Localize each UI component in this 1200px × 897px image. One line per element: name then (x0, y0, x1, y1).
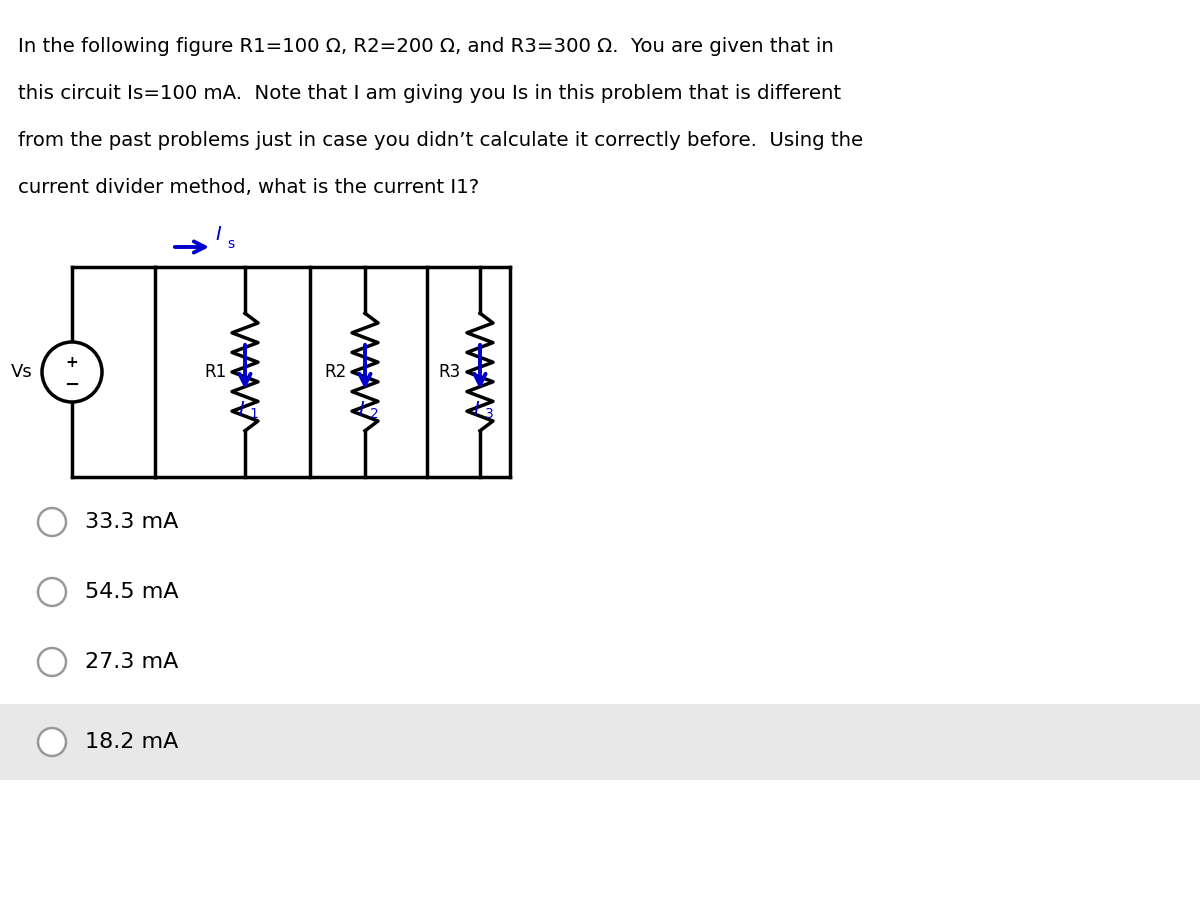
Text: R3: R3 (439, 363, 461, 381)
Text: current divider method, what is the current I1?: current divider method, what is the curr… (18, 178, 479, 197)
Circle shape (38, 728, 66, 756)
Text: I: I (215, 225, 221, 244)
Text: I: I (473, 400, 479, 419)
Circle shape (38, 648, 66, 676)
Text: In the following figure R1=100 Ω, R2=200 Ω, and R3=300 Ω.  You are given that in: In the following figure R1=100 Ω, R2=200… (18, 37, 834, 56)
Text: 33.3 mA: 33.3 mA (85, 512, 179, 532)
Circle shape (42, 342, 102, 402)
Text: 1: 1 (250, 407, 258, 421)
Text: 54.5 mA: 54.5 mA (85, 582, 179, 602)
Text: this circuit Is=100 mA.  Note that I am giving you Is in this problem that is di: this circuit Is=100 mA. Note that I am g… (18, 84, 841, 103)
FancyBboxPatch shape (0, 704, 1200, 780)
Text: from the past problems just in case you didn’t calculate it correctly before.  U: from the past problems just in case you … (18, 131, 863, 150)
Text: +: + (66, 354, 78, 370)
Text: R1: R1 (204, 363, 226, 381)
Text: s: s (227, 237, 234, 251)
Text: 3: 3 (485, 407, 493, 421)
Circle shape (38, 508, 66, 536)
Text: I: I (358, 400, 364, 419)
Text: Vs: Vs (11, 363, 32, 381)
Circle shape (38, 578, 66, 606)
Text: 27.3 mA: 27.3 mA (85, 652, 179, 672)
Text: 2: 2 (370, 407, 378, 421)
Text: I: I (238, 400, 244, 419)
Text: 18.2 mA: 18.2 mA (85, 732, 179, 752)
Text: −: − (65, 376, 79, 394)
Text: R2: R2 (324, 363, 346, 381)
